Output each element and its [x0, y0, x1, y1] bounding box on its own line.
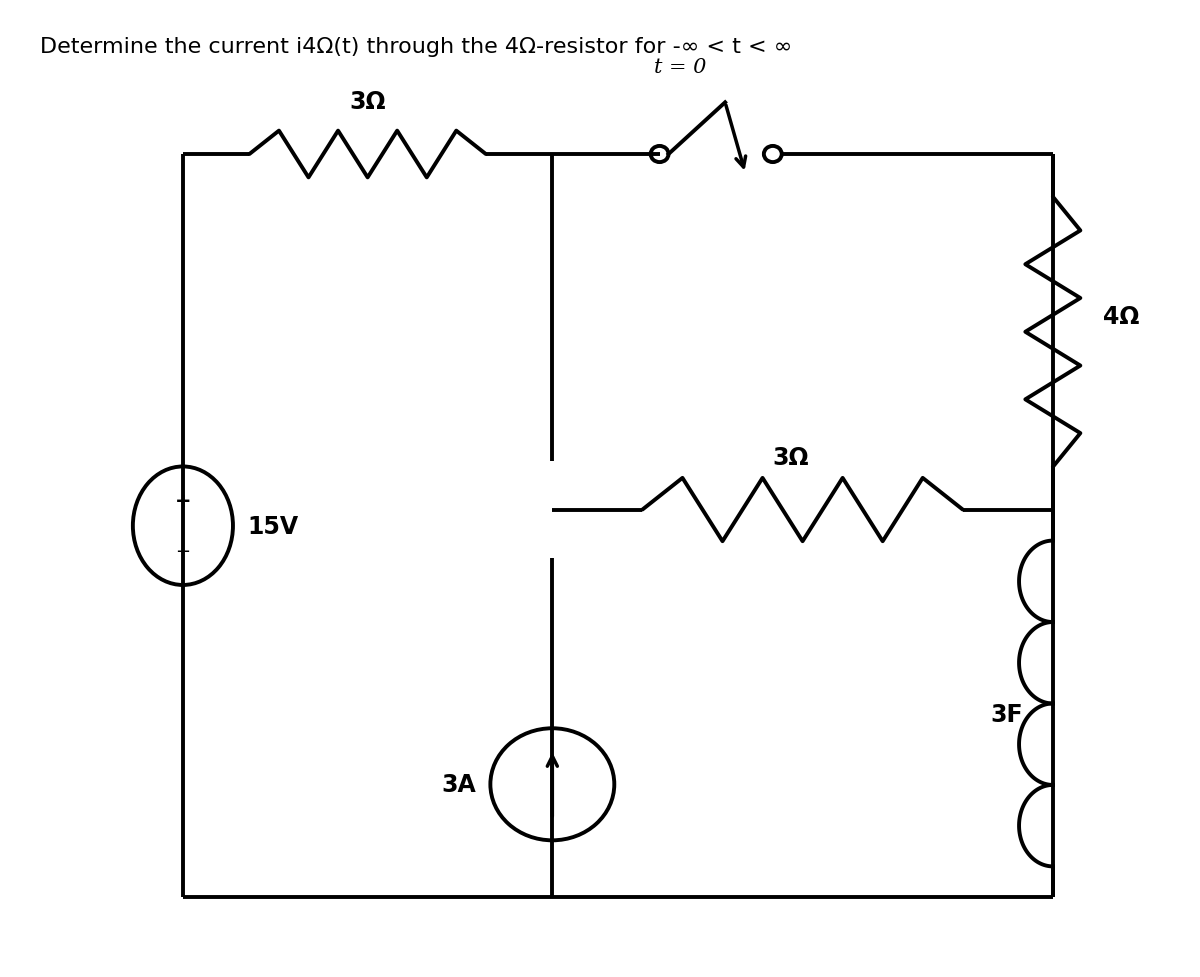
Text: +: + [175, 491, 191, 511]
Text: 3A: 3A [442, 773, 476, 796]
Text: −: − [175, 542, 191, 560]
Text: 3Ω: 3Ω [773, 446, 809, 469]
Text: 3Ω: 3Ω [349, 90, 386, 114]
Text: 4Ω: 4Ω [1103, 304, 1139, 328]
Text: t = 0: t = 0 [654, 59, 707, 77]
Text: 15V: 15V [247, 514, 299, 538]
Text: 3F: 3F [990, 702, 1024, 727]
Text: Determine the current i4Ω(t) through the 4Ω-resistor for -∞ < t < ∞: Determine the current i4Ω(t) through the… [40, 37, 792, 58]
